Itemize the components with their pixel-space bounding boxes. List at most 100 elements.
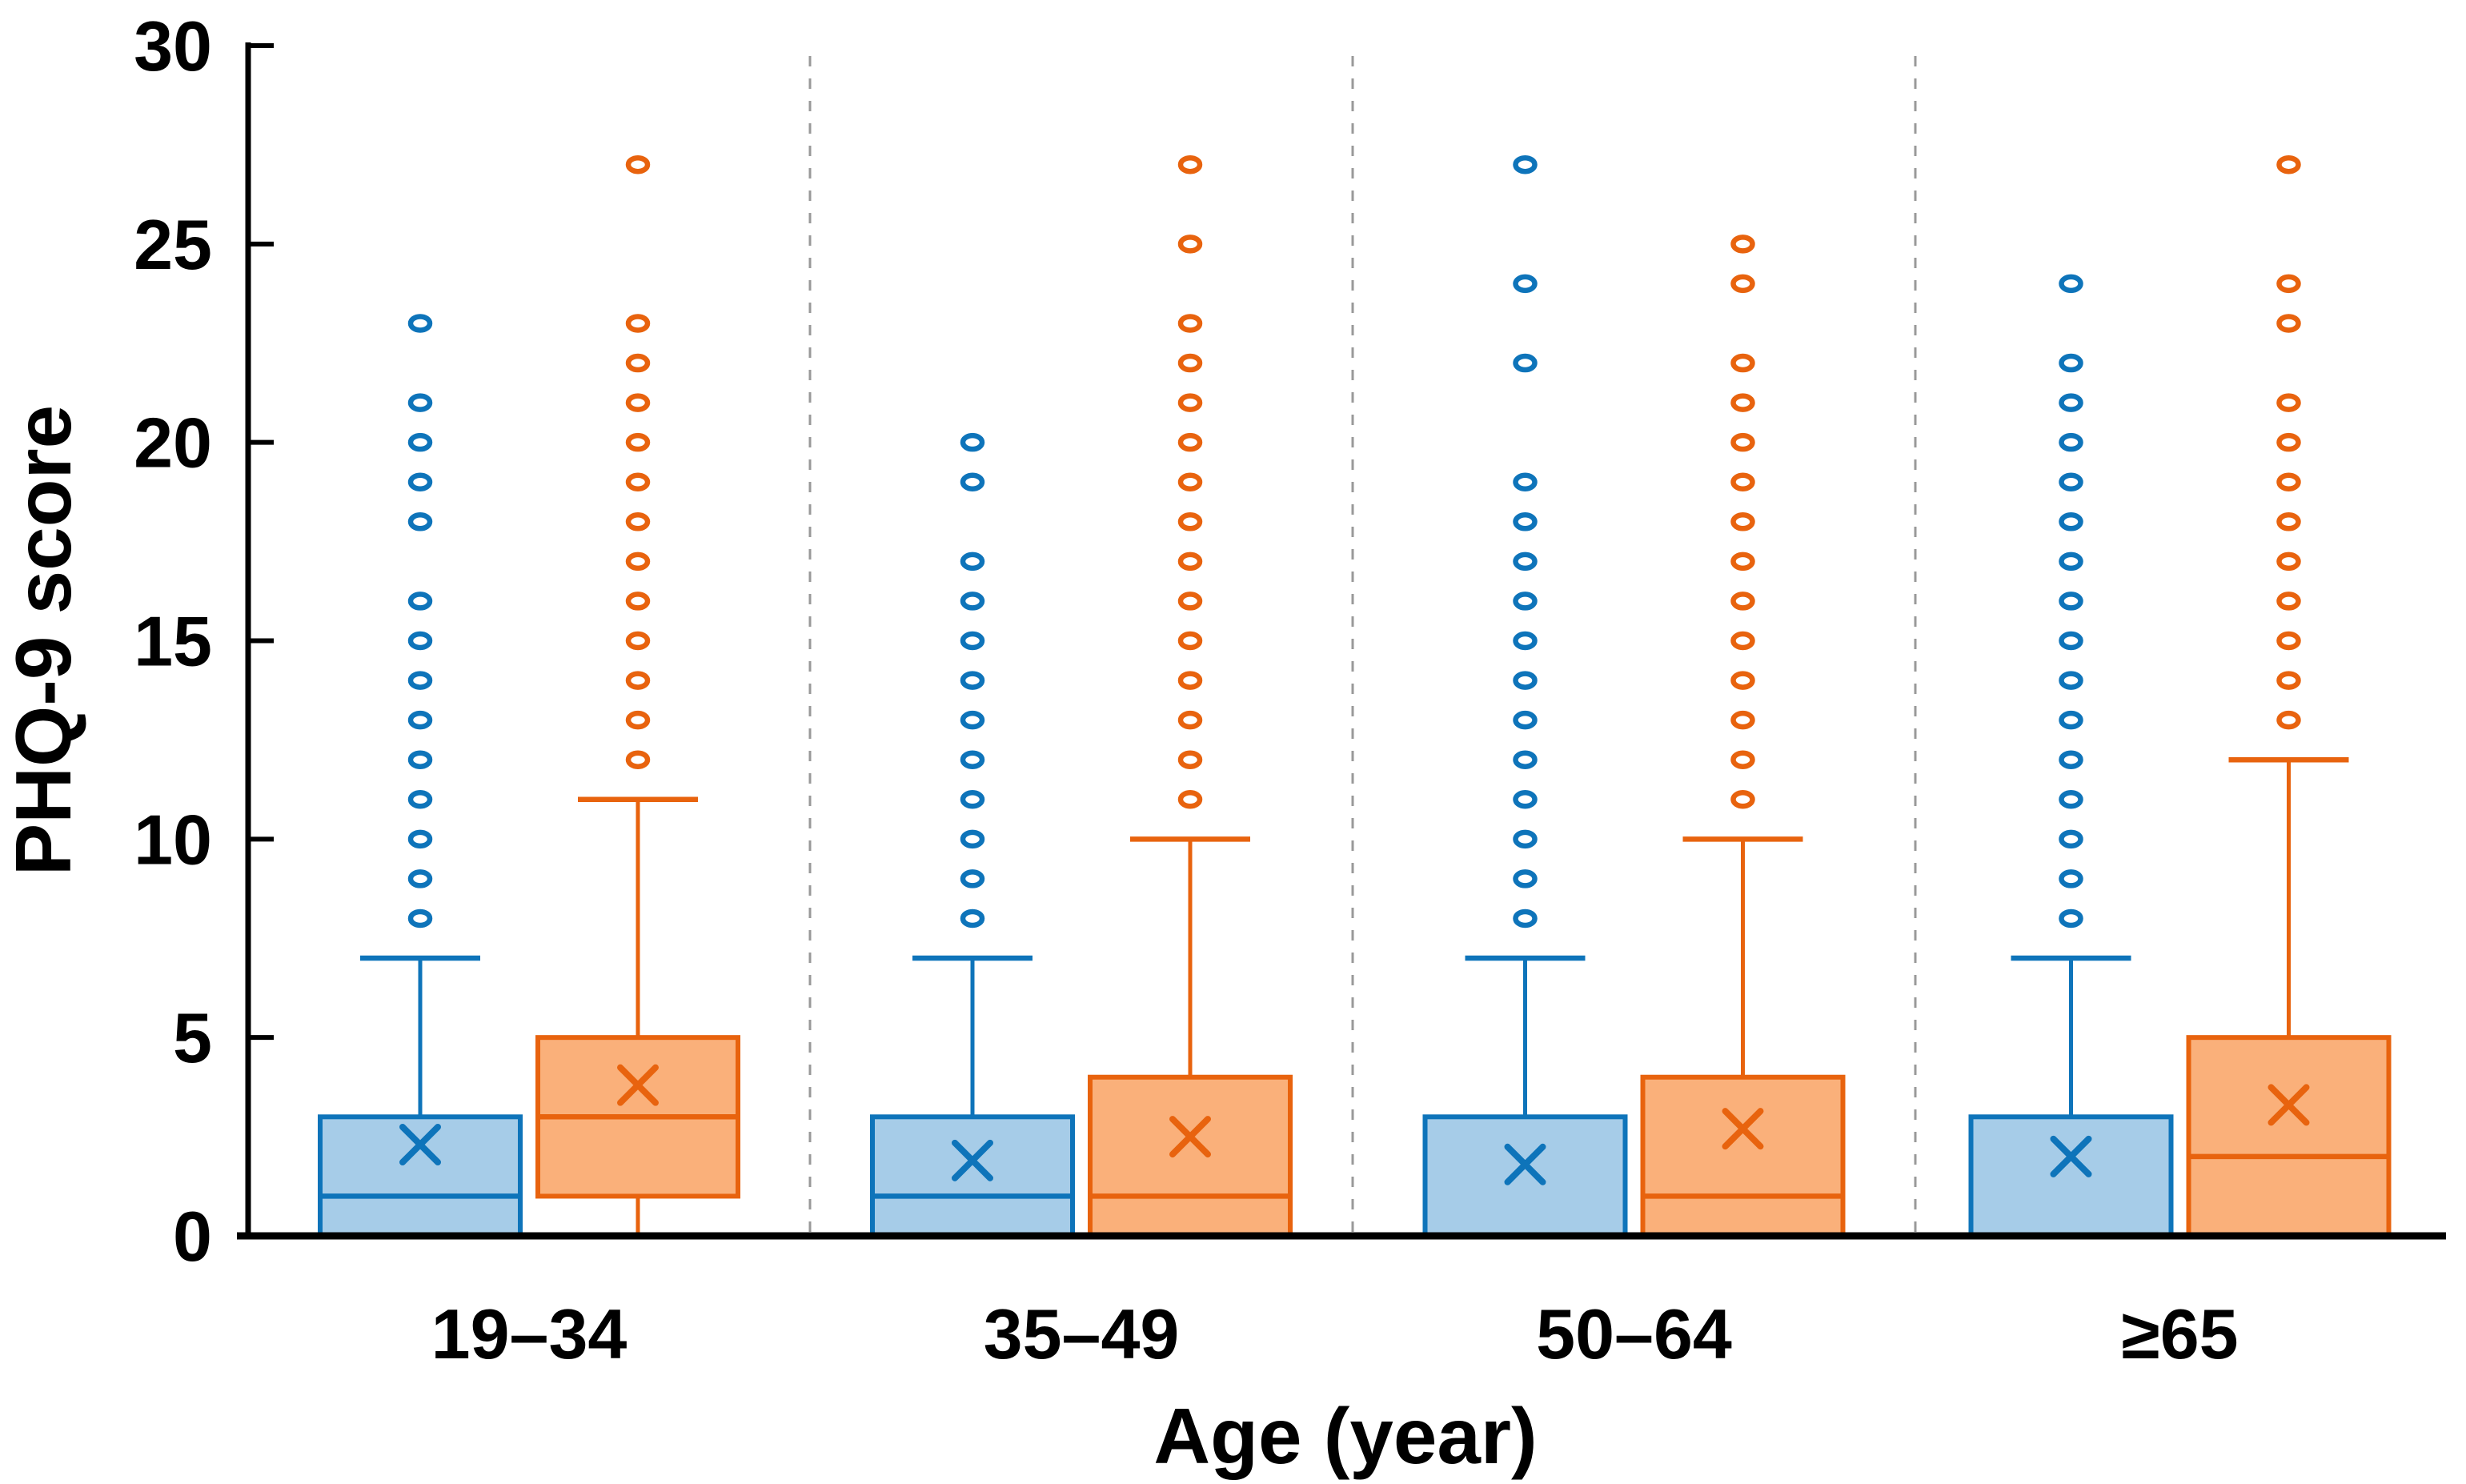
- outlier-dot-orange: [625, 432, 651, 452]
- outlier-dot-orange: [1177, 592, 1203, 611]
- category-label: 35–49: [984, 1294, 1180, 1374]
- outlier-dot-orange: [625, 750, 651, 769]
- category-label: 19–34: [431, 1294, 628, 1374]
- outlier-dot-orange: [1177, 353, 1203, 373]
- outlier-dot-blue: [2059, 869, 2083, 888]
- box-orange-group-3: [2186, 154, 2392, 1238]
- outlier-dot-blue: [407, 671, 433, 690]
- outlier-dot-blue: [407, 869, 433, 888]
- outlier-dot-blue: [1513, 869, 1538, 888]
- mean-x-marker-orange: [1722, 1108, 1764, 1150]
- box-orange-group-0: [535, 154, 740, 1236]
- outlier-dot-blue: [2059, 908, 2083, 929]
- outlier-dot-orange: [1730, 274, 1755, 294]
- y-tick-label: 0: [173, 1197, 212, 1276]
- mean-x-marker-blue: [952, 1139, 993, 1181]
- outlier-dot-blue: [960, 869, 985, 888]
- outlier-dot-blue: [960, 432, 985, 452]
- outlier-dot-blue: [2059, 472, 2083, 491]
- outlier-dot-blue: [407, 750, 433, 769]
- group-separators: [808, 56, 1917, 1233]
- outlier-dot-blue: [407, 314, 433, 333]
- outlier-dot-blue: [1513, 154, 1538, 174]
- box-orange-group-2: [1640, 235, 1846, 1238]
- outlier-dot-blue: [1513, 829, 1538, 849]
- outlier-dot-orange: [2276, 631, 2301, 651]
- outlier-dot-blue: [1513, 908, 1538, 929]
- outlier-dot-blue: [2059, 393, 2083, 412]
- outlier-dot-orange: [1730, 551, 1755, 572]
- outlier-dot-orange: [1177, 790, 1203, 809]
- outlier-dot-blue: [2059, 512, 2083, 531]
- outlier-dot-orange: [625, 592, 651, 611]
- outlier-dot-orange: [1730, 512, 1755, 531]
- mean-x-marker-orange: [617, 1064, 659, 1106]
- outlier-dot-orange: [1177, 750, 1203, 769]
- outlier-dot-orange: [2276, 154, 2301, 174]
- outlier-dot-blue: [1513, 274, 1538, 294]
- outlier-dot-orange: [2276, 472, 2301, 491]
- outlier-dot-blue: [2059, 790, 2083, 809]
- outlier-dot-orange: [625, 671, 651, 690]
- outlier-dot-orange: [2276, 393, 2301, 412]
- iqr-box-orange: [2186, 1035, 2392, 1238]
- box-orange-group-1: [1088, 154, 1293, 1238]
- outlier-dot-orange: [1730, 592, 1755, 611]
- iqr-box-blue: [318, 1114, 523, 1239]
- outlier-dot-orange: [1730, 432, 1755, 452]
- outlier-dot-orange: [1730, 710, 1755, 730]
- outlier-dot-orange: [1730, 393, 1755, 412]
- mean-x-marker-orange: [1169, 1116, 1211, 1158]
- outlier-dot-orange: [1177, 154, 1203, 174]
- outlier-dot-orange: [1177, 512, 1203, 531]
- boxplot-series: [318, 154, 2392, 1239]
- category-label: 50–64: [1536, 1294, 1732, 1374]
- outlier-dot-blue: [960, 631, 985, 651]
- outlier-dot-orange: [2276, 592, 2301, 611]
- outlier-dot-blue: [1513, 551, 1538, 572]
- y-tick-label: 20: [134, 403, 212, 483]
- outlier-dot-blue: [407, 472, 433, 491]
- outlier-dot-blue: [960, 829, 985, 849]
- iqr-box-orange: [1088, 1074, 1293, 1238]
- outlier-dot-blue: [407, 432, 433, 452]
- outlier-dot-orange: [625, 314, 651, 333]
- outlier-dot-orange: [2276, 671, 2301, 690]
- outlier-dot-orange: [2276, 512, 2301, 531]
- outlier-dot-blue: [1513, 631, 1538, 651]
- outlier-dot-orange: [1177, 314, 1203, 333]
- outlier-dot-blue: [2059, 592, 2083, 611]
- iqr-box-blue: [870, 1114, 1075, 1239]
- outlier-dot-blue: [407, 908, 433, 929]
- outlier-dot-orange: [625, 472, 651, 491]
- outlier-dot-blue: [2059, 274, 2083, 294]
- outlier-dot-orange: [1730, 353, 1755, 373]
- outlier-dot-orange: [1730, 750, 1755, 769]
- outlier-dot-blue: [960, 750, 985, 769]
- outlier-dot-orange: [1177, 710, 1203, 730]
- iqr-box-blue: [1422, 1114, 1628, 1239]
- y-tick-labels: 0 5 10 15 20 25 30: [134, 6, 212, 1276]
- iqr-box-orange: [1640, 1074, 1846, 1238]
- outlier-dot-blue: [407, 631, 433, 651]
- outlier-dot-blue: [407, 790, 433, 809]
- outlier-dot-blue: [1513, 512, 1538, 531]
- outlier-dot-orange: [1177, 551, 1203, 572]
- mean-x-marker-orange: [2268, 1084, 2310, 1126]
- box-blue-group-3: [1968, 274, 2174, 1239]
- outlier-dot-blue: [960, 710, 985, 730]
- outlier-dot-orange: [1730, 671, 1755, 690]
- box-blue-group-1: [870, 432, 1075, 1239]
- outlier-dot-orange: [1730, 235, 1755, 254]
- outlier-dot-blue: [960, 671, 985, 690]
- outlier-dot-orange: [625, 512, 651, 531]
- outlier-dot-blue: [2059, 750, 2083, 769]
- outlier-dot-blue: [2059, 353, 2083, 373]
- outlier-dot-orange: [1177, 671, 1203, 690]
- outlier-dot-blue: [2059, 710, 2083, 730]
- y-tick-label: 30: [134, 6, 212, 86]
- outlier-dot-orange: [2276, 710, 2301, 730]
- outlier-dot-blue: [407, 710, 433, 730]
